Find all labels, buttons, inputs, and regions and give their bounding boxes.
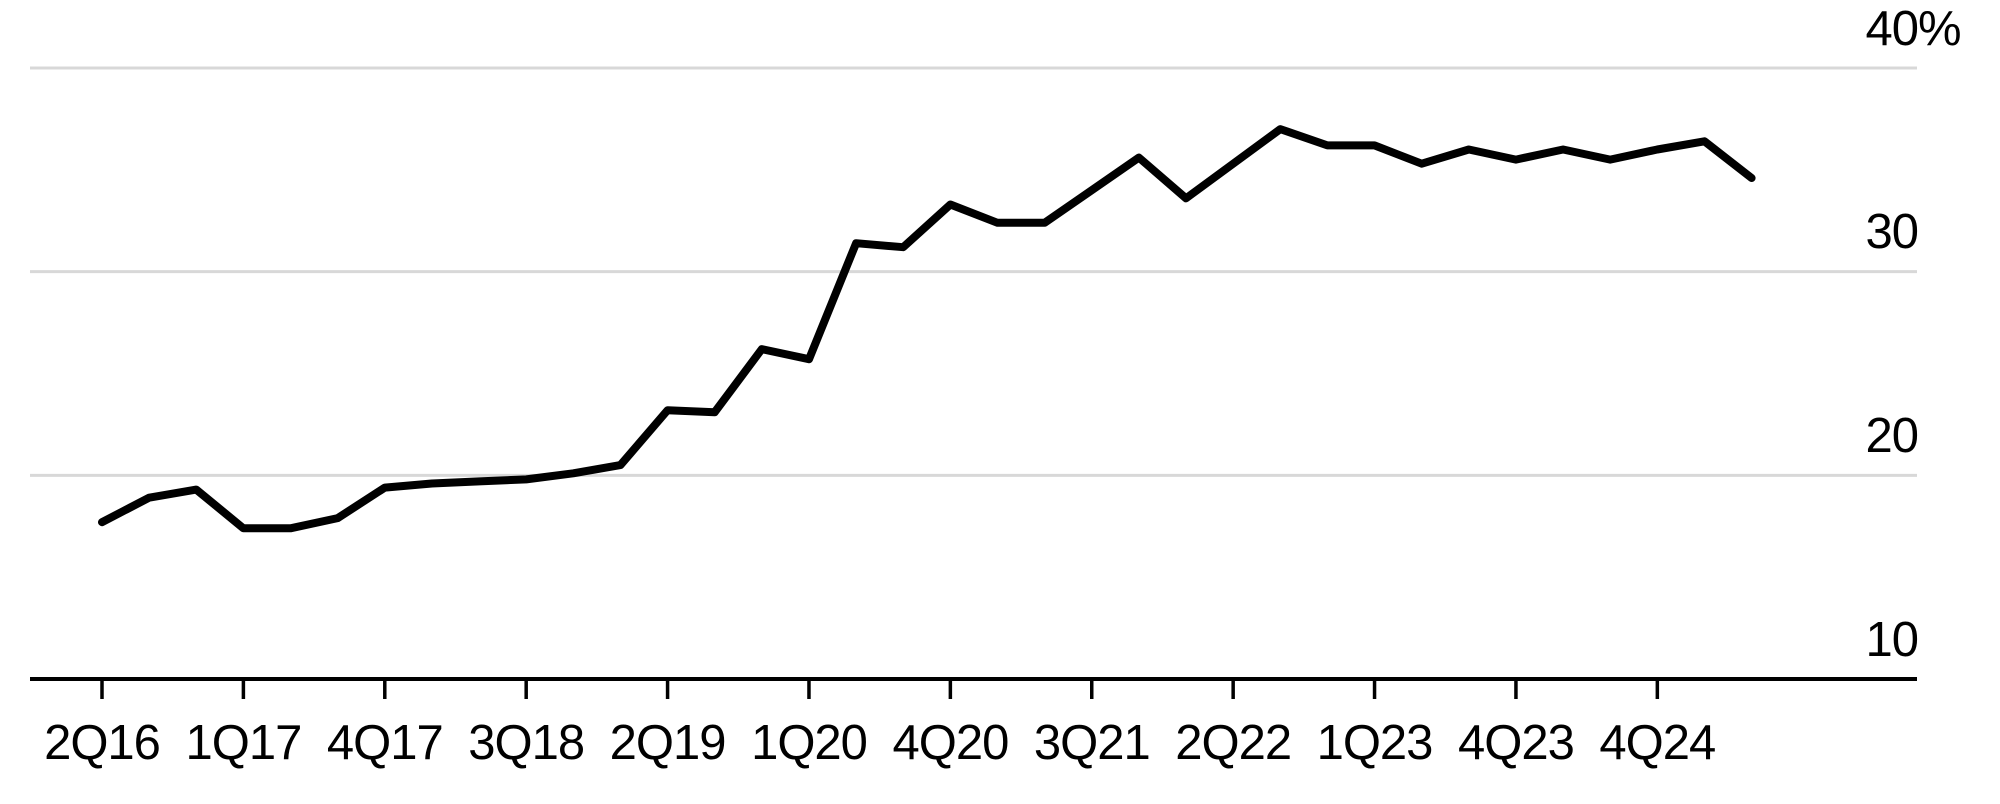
- y-axis-label: 40%: [1865, 1, 1961, 56]
- data-line: [98, 125, 1756, 533]
- gridlines: [30, 66, 1917, 681]
- x-axis-label: 4Q24: [1599, 716, 1716, 770]
- y-axis-label-value: 30: [1865, 205, 1919, 260]
- x-axis-label: 4Q23: [1457, 716, 1575, 770]
- x-axis-label: 2Q22: [1175, 716, 1292, 770]
- x-axis-label: 2Q16: [44, 716, 161, 770]
- y-axis-label-suffix: %: [1918, 1, 1962, 56]
- y-axis-label: 20: [1865, 408, 1919, 463]
- x-axis-label: 4Q17: [326, 716, 444, 770]
- y-axis-label-value: 20: [1865, 408, 1919, 463]
- y-axis-label: 10: [1865, 612, 1919, 667]
- x-axis-label: 2Q19: [609, 716, 727, 770]
- x-axis: [100, 681, 1660, 699]
- x-axis-label: 4Q20: [892, 716, 1009, 770]
- x-axis-label: 1Q20: [751, 716, 868, 770]
- x-axis-label: 1Q23: [1316, 716, 1434, 770]
- y-axis-label: 30: [1865, 205, 1919, 260]
- x-axis-label: 3Q21: [1033, 716, 1151, 770]
- y-axis-label-value: 10: [1865, 612, 1919, 667]
- x-axis-label: 3Q18: [468, 716, 585, 770]
- y-axis-label-value: 40: [1865, 1, 1919, 56]
- x-axis-label: 1Q17: [185, 716, 302, 770]
